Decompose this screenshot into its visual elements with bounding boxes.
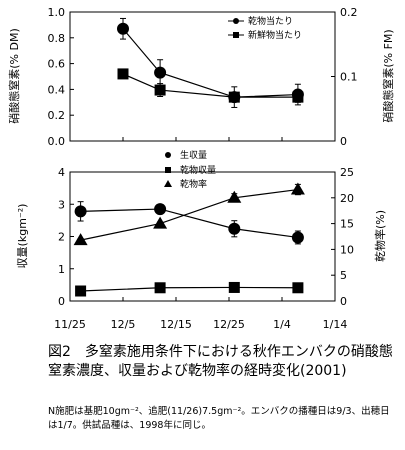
top-right-tick-label: 0.1 — [340, 71, 358, 84]
bottom-data-point-triangle — [153, 216, 168, 229]
bottom-left-axis-label: 収量(kgm⁻²) — [16, 204, 29, 269]
figure-caption: 図2 多窒素施用条件下における秋作エンバクの硝酸態窒素濃度、収量および乾物率の経… — [48, 344, 393, 379]
legend-marker-dry — [233, 18, 239, 24]
legend-label-dry-yield: 乾物収量 — [180, 164, 216, 176]
bottom-legend: 生収量 乾物収量 乾物率 — [164, 149, 216, 190]
top-data-point-circle — [117, 22, 129, 35]
top-data-point-square — [117, 68, 129, 80]
legend-marker-dry-ratio — [164, 180, 172, 187]
top-ticks: 0.0 0.2 0.4 0.6 0.8 1.0 0 0.1 0.2 — [48, 6, 358, 148]
bottom-data-point-circle — [154, 203, 167, 216]
bottom-data-point-square — [292, 282, 304, 294]
top-right-tick-label: 0.2 — [340, 6, 358, 19]
bottom-data-point-square — [75, 285, 87, 297]
x-tick-label: 1/14 — [323, 318, 348, 331]
legend-label-fresh-yield: 生収量 — [180, 149, 207, 161]
top-series-line-1 — [122, 73, 298, 98]
top-left-tick-label: 1.0 — [48, 6, 66, 19]
bottom-series-line-2 — [80, 188, 298, 241]
x-tick-label: 12/25 — [213, 318, 245, 331]
x-tick-label: 12/5 — [111, 318, 136, 331]
bottom-right-tick-label: 25 — [340, 166, 354, 179]
bottom-data-point-triangle — [290, 182, 305, 195]
bottom-right-tick-label: 15 — [340, 218, 354, 231]
top-right-tick-label: 0 — [340, 135, 347, 148]
bottom-data-point-circle — [74, 205, 87, 218]
top-left-axis-label: 硝酸態窒素(% DM) — [7, 28, 21, 124]
bottom-series-line-0 — [80, 208, 298, 239]
top-left-tick-label: 0.0 — [48, 135, 66, 148]
bottom-left-tick-label: 3 — [58, 198, 65, 211]
top-left-tick-label: 0.8 — [48, 32, 66, 45]
top-panel: 0.0 0.2 0.4 0.6 0.8 1.0 0 0.1 0.2 硝酸態窒素(% DM) 硝酸… — [7, 6, 395, 148]
legend-label-fresh: 新鮮物当たり — [248, 29, 302, 41]
top-right-axis-label: 硝酸態窒素(% FM) — [381, 29, 395, 122]
x-axis-ticks: 11/25 12/5 12/15 12/25 1/4 1/14 — [54, 318, 347, 331]
top-left-tick-label: 0.6 — [48, 58, 66, 71]
bottom-right-tick-label: 5 — [340, 269, 347, 282]
bottom-data-point-square — [228, 281, 240, 293]
bottom-series — [73, 182, 305, 297]
bottom-left-tick-label: 4 — [58, 166, 65, 179]
x-tick-label: 12/15 — [160, 318, 192, 331]
top-data-point-circle — [154, 66, 167, 79]
top-data-point-square — [228, 91, 240, 103]
bottom-right-tick-label: 20 — [340, 192, 354, 205]
bottom-left-tick-label: 1 — [58, 263, 65, 276]
legend-marker-fresh-yield — [165, 152, 171, 158]
legend-label-dry: 乾物当たり — [248, 15, 293, 27]
bottom-right-tick-label: 0 — [340, 295, 347, 308]
bottom-ticks: 0 1 2 3 4 0 5 10 15 20 25 — [58, 166, 354, 308]
bottom-right-tick-label: 10 — [340, 243, 354, 256]
bottom-data-point-triangle — [73, 233, 88, 246]
x-tick-label: 11/25 — [54, 318, 86, 331]
top-left-tick-label: 0.2 — [48, 109, 66, 122]
top-data-point-square — [292, 91, 304, 103]
legend-label-dry-ratio: 乾物率 — [180, 178, 207, 190]
top-series — [117, 17, 304, 108]
bottom-data-point-circle — [291, 231, 304, 244]
top-legend: 乾物当たり 新鮮物当たり — [228, 15, 302, 41]
legend-marker-fresh — [233, 32, 239, 38]
top-left-tick-label: 0.4 — [48, 83, 66, 96]
top-data-point-square — [154, 84, 166, 96]
bottom-right-axis-label: 乾物率(%) — [373, 210, 387, 262]
top-series-line-0 — [122, 28, 298, 98]
bottom-data-point-triangle — [227, 190, 242, 203]
x-tick-label: 1/4 — [273, 318, 291, 331]
bottom-left-tick-label: 0 — [58, 295, 65, 308]
bottom-series-line-1 — [80, 286, 298, 292]
bottom-data-point-circle — [228, 222, 241, 235]
bottom-data-point-square — [154, 282, 166, 294]
bottom-panel: 0 1 2 3 4 0 5 10 15 20 25 収量(kgm⁻²) 乾物率(%) 生収量 乾物収… — [16, 149, 387, 308]
bottom-left-tick-label: 2 — [58, 231, 65, 244]
figure-note: N施肥は基肥10gm⁻²、追肥(11/26)7.5gm⁻²。エンバクの播種日は9… — [48, 406, 390, 431]
legend-marker-dry-yield — [165, 167, 171, 173]
